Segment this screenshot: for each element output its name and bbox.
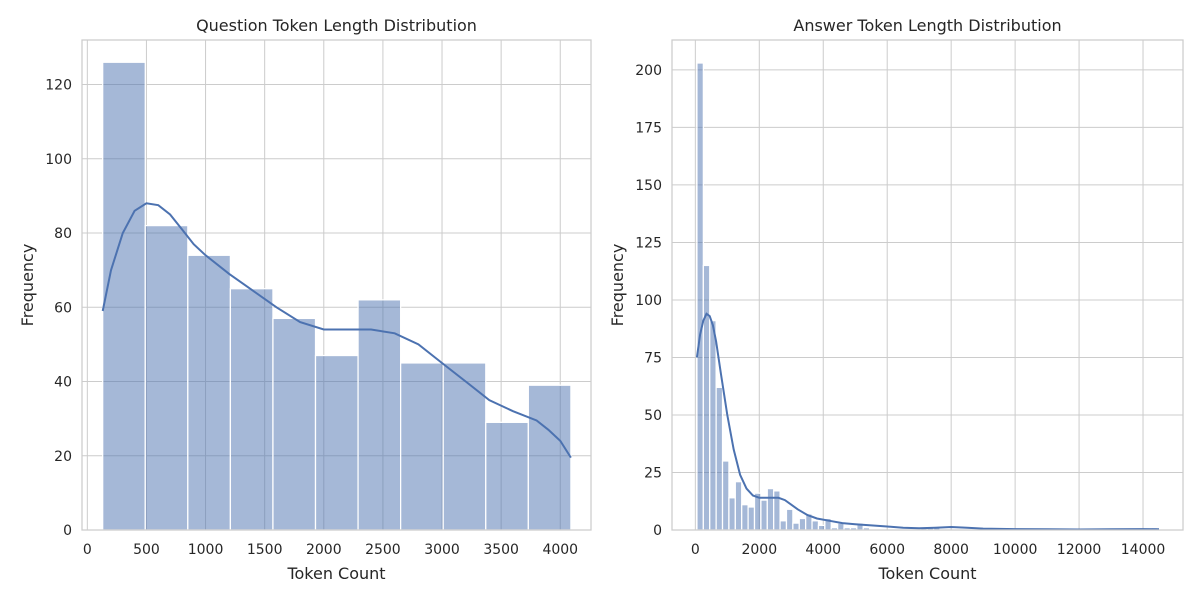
histogram-bar — [817, 524, 826, 531]
histogram-bar — [400, 362, 444, 531]
histogram-bar — [442, 362, 487, 531]
y-tick-label: 80 — [54, 226, 72, 242]
kde-line — [695, 312, 1160, 531]
y-tick-label: 50 — [644, 408, 662, 424]
histogram-bar — [102, 61, 146, 531]
chart-title: Question Token Length Distribution — [196, 16, 477, 35]
histogram-bar — [187, 254, 232, 531]
x-tick-label: 2000 — [306, 542, 342, 558]
x-tick-label: 2000 — [741, 542, 777, 558]
y-tick-label: 40 — [54, 375, 72, 391]
x-tick-label: 4000 — [542, 542, 578, 558]
histogram-bar — [760, 499, 768, 531]
histogram-bar — [792, 522, 800, 531]
x-tick-label: 1500 — [247, 542, 283, 558]
x-tick-label: 3000 — [424, 542, 460, 558]
x-tick-label: 6000 — [869, 542, 905, 558]
x-tick-label: 500 — [133, 542, 160, 558]
histogram-bar — [229, 288, 274, 531]
histogram-bar — [734, 481, 743, 531]
y-tick-label: 150 — [635, 178, 662, 194]
y-tick-label: 0 — [653, 523, 662, 539]
y-axis-label: Frequency — [608, 244, 627, 327]
answer-token-chart: 0 2000 4000 6000 8000 10000 12000 14000 0 25 50 75 1… — [608, 16, 1184, 583]
plot-frame — [671, 39, 1184, 531]
histogram-bar — [779, 520, 788, 531]
x-tick-label: 12000 — [1057, 542, 1102, 558]
y-tick-label: 60 — [54, 300, 72, 316]
kde-line — [101, 202, 572, 459]
histogram-bar — [715, 386, 724, 531]
y-tick-label: 20 — [54, 449, 72, 465]
histogram-bar — [741, 504, 749, 531]
histogram-bar — [357, 299, 402, 531]
y-tick-label: 100 — [45, 152, 72, 168]
histogram-bar — [314, 354, 359, 531]
x-tick-label: 10000 — [993, 542, 1038, 558]
x-axis-label: Token Count — [877, 564, 976, 583]
y-tick-label: 100 — [635, 293, 662, 309]
histogram-bar — [485, 421, 529, 531]
x-tick-label: 0 — [691, 542, 700, 558]
x-tick-label: 3500 — [483, 542, 519, 558]
histogram-bar — [773, 490, 781, 531]
x-tick-label: 4000 — [805, 542, 841, 558]
x-tick-label: 14000 — [1121, 542, 1166, 558]
y-axis-label: Frequency — [18, 244, 37, 327]
y-tick-label: 125 — [635, 235, 662, 251]
histogram-bar — [811, 520, 820, 531]
x-axis-label: Token Count — [286, 564, 385, 583]
x-tick-label: 0 — [83, 542, 92, 558]
histogram-bar — [728, 497, 736, 531]
histogram-bar — [696, 62, 704, 531]
histogram-bar — [798, 517, 807, 531]
x-tick-label: 2500 — [365, 542, 401, 558]
chart-title: Answer Token Length Distribution — [793, 16, 1061, 35]
histogram-bar — [709, 320, 717, 531]
plot-frame — [81, 39, 592, 531]
x-tick-label: 8000 — [933, 542, 969, 558]
y-tick-label: 0 — [63, 523, 72, 539]
histogram-bar — [747, 506, 756, 531]
y-tick-label: 175 — [635, 120, 662, 136]
y-tick-label: 120 — [45, 78, 72, 94]
question-token-chart: 0 500 1000 1500 2000 2500 3000 3500 4000 0 20 40 60 8… — [18, 16, 592, 583]
histogram-bar — [702, 264, 711, 531]
histogram-bar — [766, 487, 775, 531]
histogram-bar — [144, 224, 189, 531]
y-tick-label: 200 — [635, 63, 662, 79]
y-tick-label: 75 — [644, 350, 662, 366]
histogram-bar — [272, 317, 317, 531]
y-tick-label: 25 — [644, 465, 662, 481]
histogram-bar — [785, 508, 794, 531]
histogram-bar — [721, 460, 730, 531]
histogram-bar — [527, 384, 572, 531]
x-tick-label: 1000 — [188, 542, 224, 558]
